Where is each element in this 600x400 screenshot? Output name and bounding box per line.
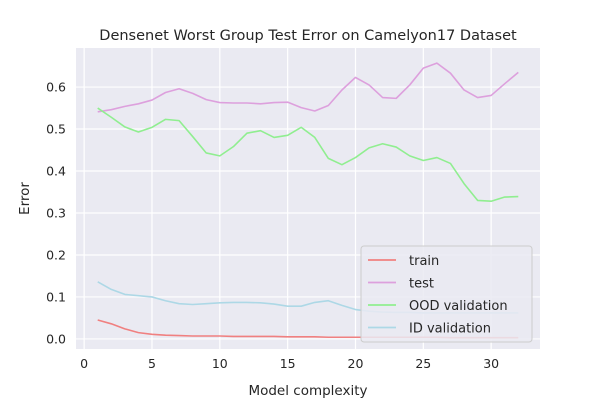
x-tick-label: 15 <box>280 356 296 371</box>
y-tick-label: 0.3 <box>46 205 66 220</box>
x-tick-label: 10 <box>212 356 228 371</box>
y-tick-label: 0.4 <box>46 164 66 179</box>
x-tick-label: 5 <box>148 356 156 371</box>
y-tick-label: 0.1 <box>46 289 66 304</box>
legend: train test OOD validation ID validation <box>360 245 533 343</box>
y-ticks: 0.0 0.1 0.2 0.3 0.4 0.5 0.6 <box>46 80 66 347</box>
series-line-ood-validation <box>97 107 519 203</box>
series-line-test <box>97 62 519 113</box>
x-tick-label: 30 <box>483 356 499 371</box>
x-tick-label: 20 <box>348 356 364 371</box>
y-tick-label: 0.5 <box>46 122 66 137</box>
legend-box <box>360 245 533 343</box>
y-tick-label: 0.0 <box>46 331 66 346</box>
x-axis-label: Model complexity <box>248 383 367 399</box>
x-tick-label: 25 <box>415 356 431 371</box>
y-tick-label: 0.6 <box>46 80 66 95</box>
legend-label-ood-validation: OOD validation <box>409 299 508 314</box>
chart-title: Densenet Worst Group Test Error on Camel… <box>99 28 517 44</box>
y-tick-label: 0.2 <box>46 247 66 262</box>
y-axis-label: Error <box>17 182 33 215</box>
legend-label-id-validation: ID validation <box>409 322 491 337</box>
x-tick-label: 0 <box>80 356 88 371</box>
legend-label-test: test <box>409 277 434 292</box>
legend-label-train: train <box>409 254 439 269</box>
x-ticks: 0 5 10 15 20 25 30 <box>80 356 499 371</box>
